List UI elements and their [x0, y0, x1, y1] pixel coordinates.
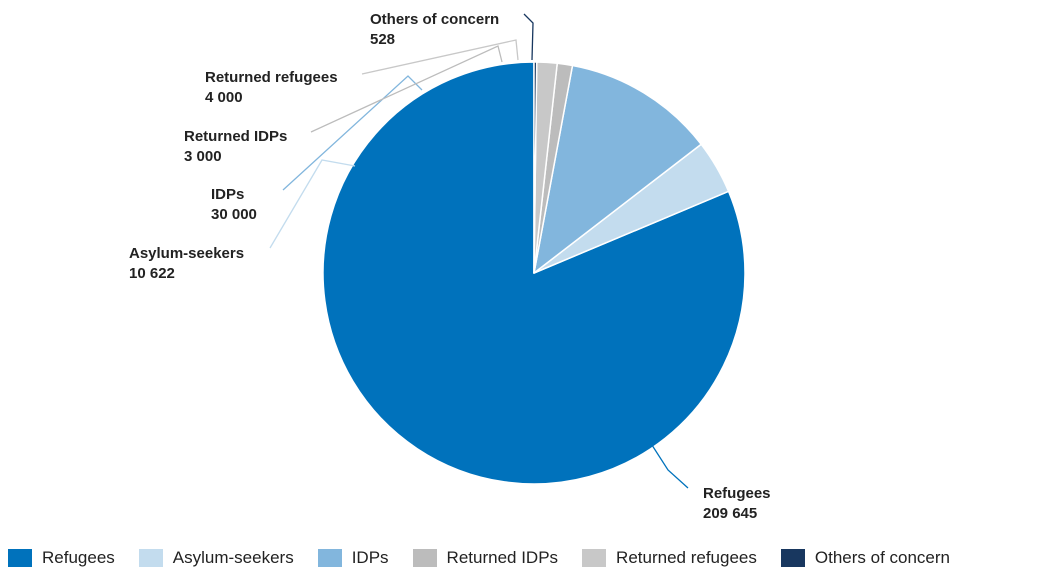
legend-swatch [412, 549, 437, 567]
slice-value-others-of-concern: 528 [370, 31, 395, 48]
slice-value-idps: 30 000 [211, 206, 257, 223]
leader-line-refugees [640, 427, 689, 489]
legend-item-others-of-concern: Others of concern [780, 548, 950, 568]
legend-label: Returned refugees [616, 548, 757, 567]
chart-legend: Refugees Asylum-seekers IDPs Returned IDPs R… [8, 546, 950, 570]
legend-swatch [317, 549, 342, 567]
slice-value-refugees: 209 645 [703, 505, 757, 522]
legend-label: Asylum-seekers [172, 548, 294, 567]
legend-item-idps: IDPs [317, 548, 389, 568]
leader-line-others-of-concern [523, 13, 534, 61]
leader-line-returned-refugees [361, 39, 519, 75]
leader-line-asylum-seekers [269, 159, 356, 249]
legend-item-returned-refugees: Returned refugees [582, 548, 757, 568]
pie-slice-idps [533, 64, 702, 274]
slice-label-returned-idps: Returned IDPs [184, 128, 287, 145]
slice-label-returned-refugees: Returned refugees [205, 69, 338, 86]
pie-slice-refugees [322, 61, 746, 485]
leader-line-idps [282, 75, 423, 191]
legend-swatch [780, 549, 805, 567]
leader-line-returned-idps [310, 45, 503, 133]
slice-label-refugees: Refugees [703, 485, 771, 502]
legend-label: Others of concern [814, 548, 950, 567]
slice-value-returned-idps: 3 000 [184, 148, 222, 165]
legend-item-refugees: Refugees [8, 548, 115, 568]
legend-item-returned-idps: Returned IDPs [412, 548, 559, 568]
legend-swatch [138, 549, 163, 567]
slice-label-idps: IDPs [211, 186, 244, 203]
legend-label: Returned IDPs [446, 548, 559, 567]
pie-slice-others-of-concern [533, 61, 538, 274]
slice-label-others-of-concern: Others of concern [370, 11, 499, 28]
legend-item-asylum-seekers: Asylum-seekers [138, 548, 294, 568]
pie-chart: Refugees 209 645 Asylum-seekers 10 622 IDPs 3… [129, 11, 771, 522]
slice-value-asylum-seekers: 10 622 [129, 265, 175, 282]
legend-swatch [582, 549, 607, 567]
legend-label: IDPs [351, 548, 389, 567]
legend-swatch [8, 549, 32, 567]
slice-value-returned-refugees: 4 000 [205, 89, 243, 106]
legend-label: Refugees [42, 548, 115, 567]
slice-label-asylum-seekers: Asylum-seekers [129, 245, 244, 262]
